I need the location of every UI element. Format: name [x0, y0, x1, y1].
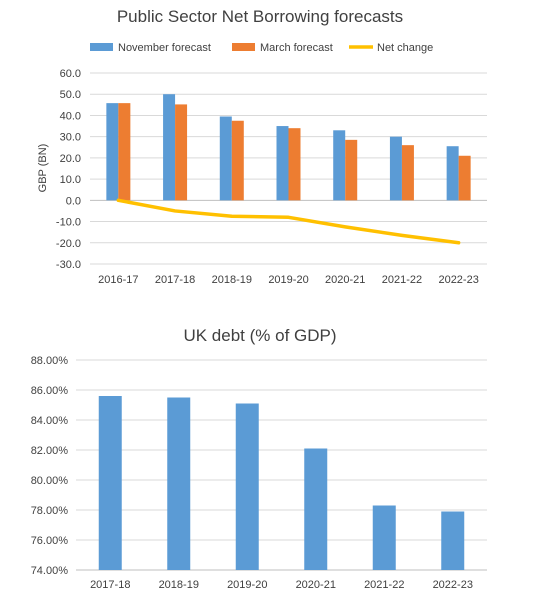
march-forecast-bar — [175, 104, 188, 201]
y-tick-label: 0.0 — [66, 195, 81, 207]
debt-bar — [372, 505, 396, 570]
chart-title: UK debt (% of GDP) — [183, 326, 336, 345]
uk-debt-chart: UK debt (% of GDP) 88.00% 86.00% 84.00% 82.… — [31, 326, 487, 591]
gridlines — [76, 359, 487, 571]
x-tick-label: 2021-22 — [364, 579, 404, 591]
y-tick-label: 60.0 — [60, 68, 81, 80]
x-tick-label: 2022-23 — [433, 579, 473, 591]
y-tick-label: 20.0 — [60, 153, 81, 165]
y-tick-label: 84.00% — [31, 415, 69, 427]
x-tick-label: 2020-21 — [325, 274, 365, 286]
legend-swatch — [232, 43, 255, 51]
x-tick-label: 2019-20 — [268, 274, 308, 286]
march-forecast-bar — [288, 128, 301, 201]
y-tick-label: 80.00% — [31, 475, 69, 487]
chart-title: Public Sector Net Borrowing forecasts — [117, 7, 403, 26]
y-tick-label: 88.00% — [31, 355, 69, 367]
legend-label: March forecast — [260, 42, 333, 54]
debt-bar — [235, 403, 259, 570]
x-tick-label: 2018-19 — [159, 579, 199, 591]
march-forecast-bar — [118, 103, 131, 201]
x-tick-label: 2020-21 — [296, 579, 336, 591]
debt-bar — [98, 396, 122, 570]
march-forecast-bar — [345, 139, 358, 201]
november-forecast-bar — [163, 94, 176, 201]
y-tick-labels: 88.00% 86.00% 84.00% 82.00% 80.00% 78.00% 76.0… — [31, 355, 69, 577]
y-tick-label: -30.0 — [56, 259, 81, 271]
x-tick-label: 2018-19 — [212, 274, 252, 286]
debt-bar — [304, 448, 328, 570]
y-tick-label: -10.0 — [56, 217, 81, 229]
march-forecast-bar — [458, 155, 471, 201]
x-tick-label: 2021-22 — [382, 274, 422, 286]
psnb-chart: Public Sector Net Borrowing forecasts No… — [37, 7, 487, 286]
november-forecast-bar — [106, 103, 119, 201]
net-change-series-line — [116, 198, 461, 245]
debt-bar — [167, 397, 191, 570]
november-forecast-bar — [276, 126, 289, 201]
november-forecast-bar — [389, 136, 402, 201]
debt-bar — [441, 511, 465, 570]
march-forecast-bar — [231, 120, 244, 201]
november-forecast-bar — [446, 146, 459, 201]
y-tick-label: 50.0 — [60, 89, 81, 101]
y-tick-labels: 60.0 50.0 40.0 30.0 20.0 10.0 0.0 -10.0 -20.0 -30… — [56, 68, 81, 271]
legend-label: November forecast — [118, 42, 211, 54]
y-tick-label: 76.00% — [31, 535, 69, 547]
net-change-line — [116, 198, 461, 245]
y-tick-label: 78.00% — [31, 505, 69, 517]
y-tick-label: 10.0 — [60, 174, 81, 186]
legend: November forecast March forecast Net chang… — [90, 42, 433, 54]
november-forecast-bar — [219, 116, 232, 201]
x-tick-label: 2022-23 — [438, 274, 478, 286]
y-axis-label: GBP (BN) — [37, 144, 49, 193]
y-tick-label: 86.00% — [31, 385, 69, 397]
legend-label: Net change — [377, 42, 433, 54]
x-tick-label: 2016-17 — [98, 274, 138, 286]
y-tick-label: 82.00% — [31, 445, 69, 457]
legend-swatch — [90, 43, 113, 51]
bars — [98, 396, 465, 570]
y-tick-label: 74.00% — [31, 565, 69, 577]
x-tick-label: 2019-20 — [227, 579, 267, 591]
november-forecast-bar — [333, 130, 346, 201]
x-tick-label: 2017-18 — [155, 274, 195, 286]
x-tick-label: 2017-18 — [90, 579, 130, 591]
x-tick-labels: 2016-17 2017-18 2018-19 2019-20 2020-21 2021-… — [98, 274, 479, 286]
y-tick-label: 40.0 — [60, 110, 81, 122]
march-forecast-bar — [401, 145, 414, 201]
bars — [106, 94, 471, 201]
x-tick-labels: 2017-18 2018-19 2019-20 2020-21 2021-22 2022-… — [90, 579, 473, 591]
y-tick-label: 30.0 — [60, 132, 81, 144]
y-tick-label: -20.0 — [56, 238, 81, 250]
